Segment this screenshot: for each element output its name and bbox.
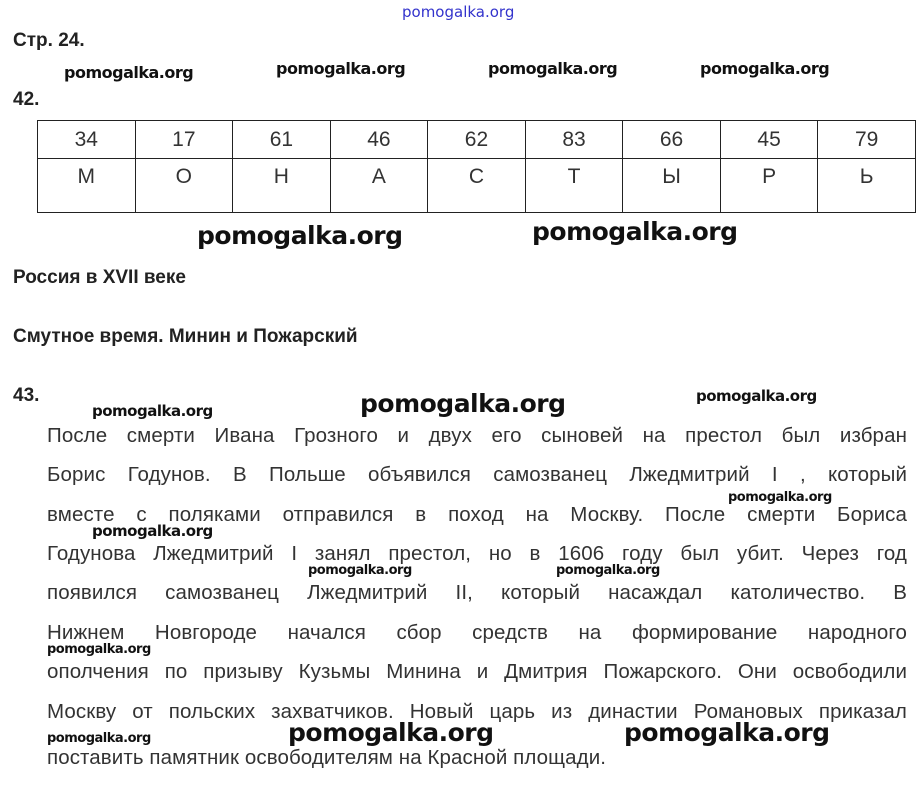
cipher-table: 34 17 61 46 62 83 66 45 79 М О Н А С Т Ы… <box>37 120 916 213</box>
watermark: pomogalka.org <box>624 718 830 747</box>
number-cell: 34 <box>37 120 136 159</box>
letter-cell: А <box>329 158 429 213</box>
number-cell: 79 <box>817 120 916 159</box>
watermark: pomogalka.org <box>197 221 403 250</box>
paragraph-line: После смерти Ивана Грозного и двух его с… <box>47 424 907 447</box>
letter-cell: О <box>134 158 234 213</box>
letter-cell: Т <box>524 158 624 213</box>
letter-cell: Н <box>232 158 331 213</box>
watermark: pomogalka.org <box>700 59 830 78</box>
number-cell: 17 <box>134 120 234 159</box>
watermark: pomogalka.org <box>402 3 515 21</box>
number-cell: 62 <box>427 120 526 159</box>
number-cell: 61 <box>232 120 331 159</box>
watermark: pomogalka.org <box>728 490 832 505</box>
paragraph-line: Годунова Лжедмитрий I занял престол, но … <box>47 542 907 565</box>
watermark: pomogalka.org <box>92 522 213 540</box>
watermark: pomogalka.org <box>360 389 566 418</box>
watermark: pomogalka.org <box>64 63 194 82</box>
letter-cell: Ь <box>817 158 916 213</box>
letter-cell: М <box>37 158 136 213</box>
watermark: pomogalka.org <box>488 59 618 78</box>
watermark: pomogalka.org <box>556 563 660 578</box>
watermark: pomogalka.org <box>276 59 406 78</box>
section-title: Россия в XVII веке <box>13 267 186 288</box>
task-number: 43. <box>13 385 40 406</box>
watermark: pomogalka.org <box>92 402 213 420</box>
watermark: pomogalka.org <box>47 642 151 657</box>
watermark: pomogalka.org <box>288 718 494 747</box>
watermark: pomogalka.org <box>696 387 817 405</box>
paragraph-line: Борис Годунов. В Польше объявился самозв… <box>47 463 907 486</box>
letter-cell: Ы <box>622 158 721 213</box>
subsection-title: Смутное время. Минин и Пожарский <box>13 326 358 347</box>
paragraph-line: появился самозванец Лжедмитрий II, котор… <box>47 581 907 604</box>
letter-cell: Р <box>719 158 819 213</box>
number-cell: 46 <box>329 120 429 159</box>
numbers-row: 34 17 61 46 62 83 66 45 79 <box>37 120 916 159</box>
watermark: pomogalka.org <box>532 217 738 246</box>
letter-cell: С <box>427 158 526 213</box>
number-cell: 66 <box>622 120 721 159</box>
number-cell: 45 <box>719 120 819 159</box>
watermark: pomogalka.org <box>47 731 151 746</box>
watermark: pomogalka.org <box>308 563 412 578</box>
paragraph-line: ополчения по призыву Кузьмы Минина и Дми… <box>47 660 907 683</box>
letters-row: М О Н А С Т Ы Р Ь <box>37 158 916 213</box>
paragraph-line: Нижнем Новгороде начался сбор средств на… <box>47 621 907 644</box>
paragraph-line: поставить памятник освободителям на Крас… <box>47 746 607 769</box>
page-label: Стр. 24. <box>13 30 85 51</box>
paragraph-line: вместе с поляками отправился в поход на … <box>47 503 907 526</box>
paragraph-line: Москву от польских захватчиков. Новый ца… <box>47 700 907 723</box>
number-cell: 83 <box>524 120 624 159</box>
task-number: 42. <box>13 89 40 110</box>
